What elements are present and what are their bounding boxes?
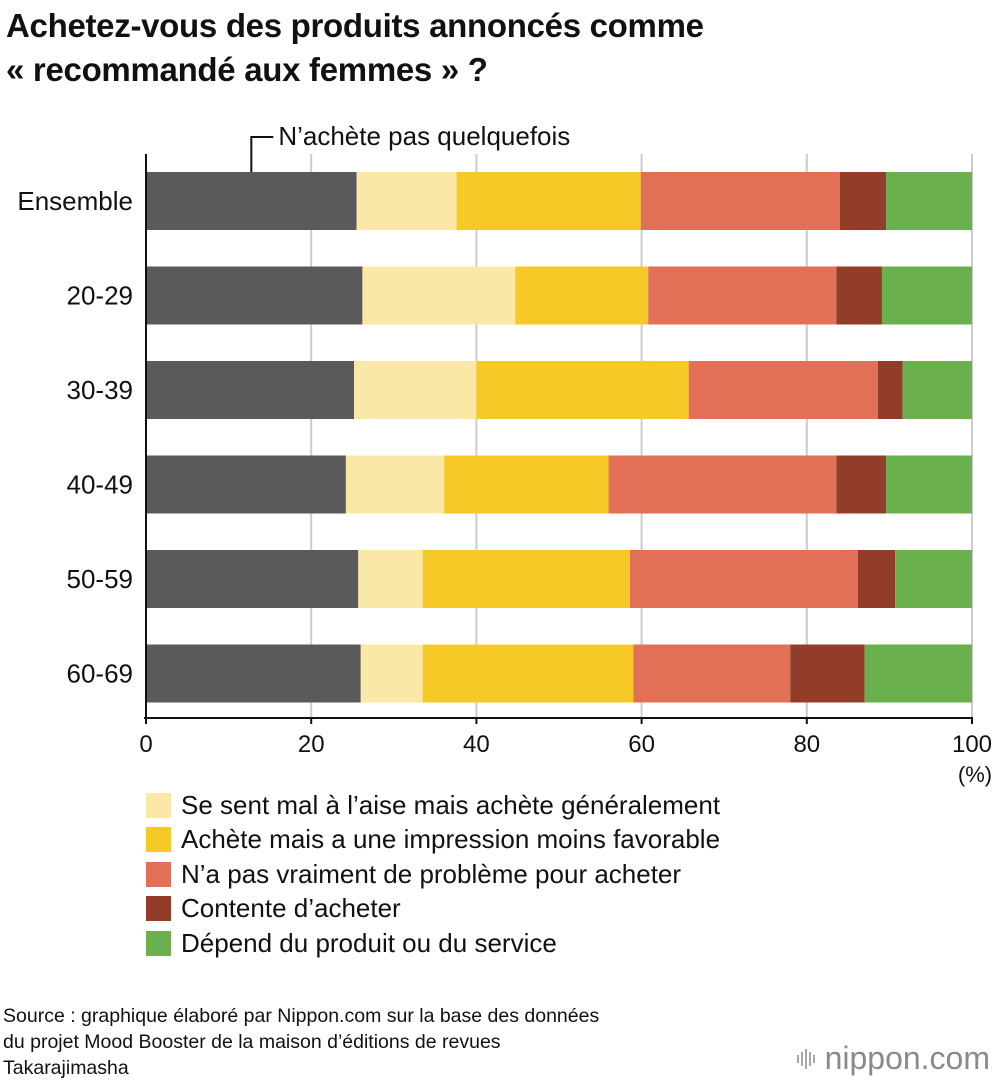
bar-segment [839,172,887,230]
bar-segment [476,361,689,419]
annotation-leader-line [250,136,274,172]
source-line-2: du projet Mood Booster de la maison d’éd… [3,1031,501,1053]
legend-item: Achète mais a une impression moins favor… [146,823,720,858]
category-label: 40-49 [67,470,134,500]
bar-segment [858,550,896,608]
category-label: 30-39 [67,375,134,405]
bar-segment [633,644,791,703]
bar-segment [345,455,445,514]
legend-swatch [146,930,171,956]
legend-label: Se sent mal à l’aise mais achète général… [181,789,721,820]
legend-item: Dépend du produit ou du service [146,926,720,961]
legend-item: Se sent mal à l’aise mais achète général… [146,788,720,823]
bar-segment [354,361,477,419]
bar-segment [146,550,359,608]
category-label: 60-69 [67,659,134,689]
source-note: Source : graphique élaboré par Nippon.co… [3,1003,783,1081]
bar-segment [515,266,649,325]
chart-title: Achetez-vous des produits annoncés comme… [6,4,986,92]
x-tick-label: 60 [628,731,655,758]
bar-segment [790,644,865,703]
annotation-label: N’achète pas quelquefois [278,121,570,151]
x-tick-label: 20 [298,731,325,758]
logo-bars-icon [796,1048,817,1069]
source-line-3: Takarajimasha [3,1057,129,1079]
x-tick-label: 100 [952,731,992,758]
legend-item: Contente d’acheter [146,892,720,927]
category-label: Ensemble [17,186,133,216]
legend-swatch [146,861,171,887]
bar-segment [146,455,346,514]
bar-segment [362,266,516,325]
legend-item: N’a pas vraiment de problème pour achete… [146,857,720,892]
chart-title-line-2: « recommandé aux femmes » ? [6,51,488,88]
bar-segment [608,455,837,514]
bar-segment [444,455,609,514]
bar-segment [146,361,355,419]
bar-segment [146,172,357,230]
bar-segment [895,550,972,608]
logo-text: nippon [824,1040,921,1076]
bar-segment [360,644,423,703]
legend-swatch [146,896,171,922]
bar-segment [146,266,363,325]
x-tick-label: 40 [463,731,490,758]
bar-segment [356,172,457,230]
chart-title-line-1: Achetez-vous des produits annoncés comme [6,7,704,44]
bar-segment [886,455,972,514]
bar-segment [836,455,887,514]
bar-segment [902,361,972,419]
legend-label: Contente d’acheter [181,893,401,924]
bar-segment [640,172,840,230]
bar-segment [358,550,423,608]
category-label: 50-59 [67,564,134,594]
bar-segment [877,361,903,419]
nippon-logo: nippon .com [796,1040,990,1077]
bar-segment [422,550,631,608]
bar-segment [688,361,878,419]
bar-segment [456,172,641,230]
bar-segment [864,644,972,703]
bar-segment [886,172,972,230]
legend-swatch [146,827,171,853]
stacked-bar-chart: Ensemble 20-29 30-39 40-49 50-59 60-69 0 20 40 60… [17,121,992,787]
x-tick-label: 0 [139,731,152,758]
bar-segment [648,266,837,325]
legend-label: N’a pas vraiment de problème pour achete… [181,858,682,889]
legend-label: Achète mais a une impression moins favor… [181,824,721,855]
bar-segment [836,266,882,325]
legend: Se sent mal à l’aise mais achète général… [146,788,720,961]
category-label: 20-29 [67,281,134,311]
source-line-1: Source : graphique élaboré par Nippon.co… [3,1005,600,1027]
bar-segment [881,266,972,325]
legend-swatch [146,792,171,818]
legend-label: Dépend du produit ou du service [181,927,557,958]
x-tick-label: 80 [793,731,820,758]
bar-segment [630,550,859,608]
logo-text-suffix: .com [920,1040,990,1076]
bar-segment [146,644,361,703]
x-unit-label: (%) [958,762,992,787]
bar-segment [422,644,634,703]
